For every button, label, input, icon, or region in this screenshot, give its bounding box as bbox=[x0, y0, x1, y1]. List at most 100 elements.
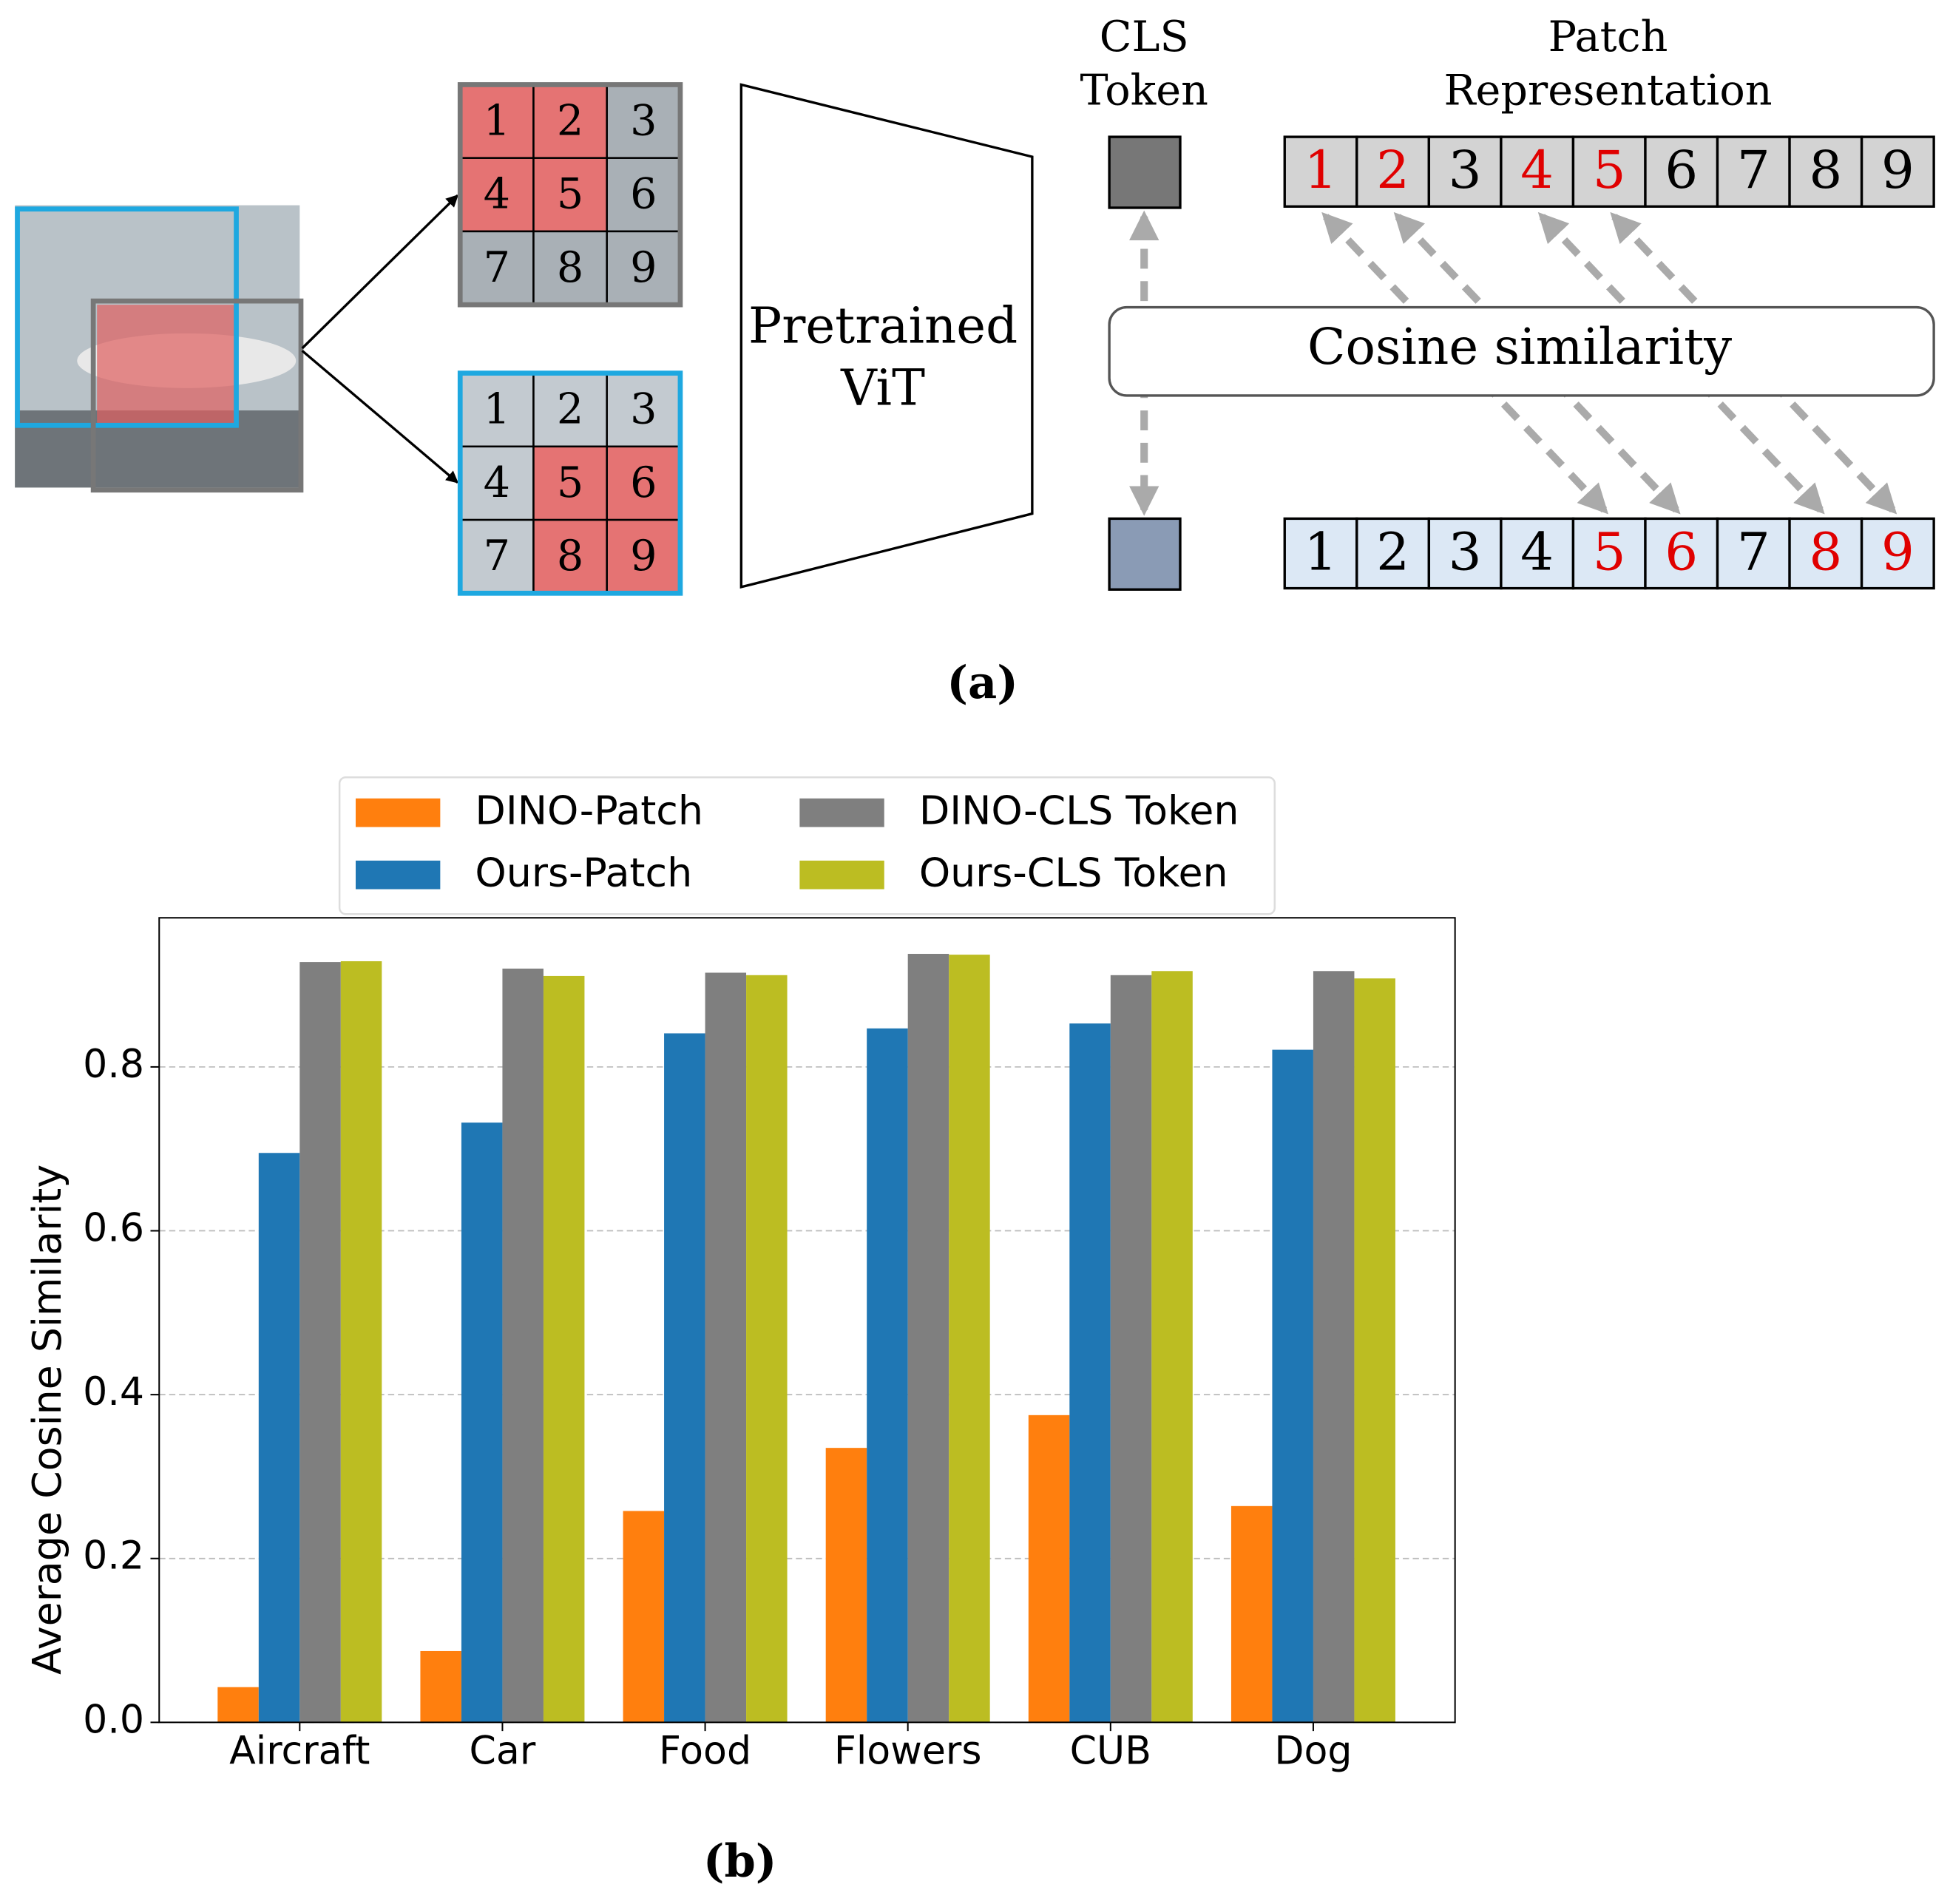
bar bbox=[1028, 1415, 1070, 1723]
cls-label: CLS bbox=[1100, 13, 1189, 61]
patch-cell bbox=[606, 445, 682, 521]
bar bbox=[420, 1650, 461, 1723]
patch-number: 6 bbox=[630, 170, 657, 219]
bar bbox=[664, 1033, 705, 1723]
patch-number: 4 bbox=[484, 170, 510, 219]
patch-grids: 1 2 34 5 67 8 91 2 34 5 67 8 91 2 3 4 5 6 7 8 91 2 3 4 5 6 7 8 9 bbox=[457, 82, 1935, 596]
token-cell bbox=[1355, 517, 1431, 590]
token-cell bbox=[1644, 135, 1719, 208]
patch-number: 9 bbox=[630, 532, 657, 580]
token-cell bbox=[1355, 135, 1431, 208]
x-tick-label: Car bbox=[470, 1729, 536, 1773]
bar bbox=[705, 972, 747, 1723]
patch-number: 3 bbox=[630, 96, 657, 145]
grid-border bbox=[457, 82, 683, 308]
legend-swatch bbox=[799, 860, 884, 890]
bar bbox=[1151, 971, 1193, 1723]
legend-swatch bbox=[355, 798, 441, 827]
patch-number: 8 bbox=[557, 243, 583, 292]
token-number: 1 bbox=[1304, 521, 1338, 582]
patch-number: 7 bbox=[484, 243, 510, 292]
patch-cell bbox=[458, 372, 535, 448]
patch-number: 7 bbox=[484, 532, 510, 580]
similarity-label: Cosine similarity bbox=[1307, 318, 1732, 376]
bar bbox=[461, 1122, 503, 1723]
token-number: 5 bbox=[1593, 521, 1626, 582]
patch-label: Representation bbox=[1443, 66, 1772, 115]
bar bbox=[543, 975, 585, 1723]
token-number: 6 bbox=[1665, 521, 1698, 582]
bar bbox=[217, 1687, 259, 1723]
cls-token bbox=[1108, 517, 1182, 591]
token-number: 2 bbox=[1376, 139, 1409, 200]
bar bbox=[1069, 1023, 1111, 1723]
token-cell bbox=[1716, 135, 1791, 208]
token-cell bbox=[1571, 517, 1647, 590]
token-cell bbox=[1716, 517, 1791, 590]
cls-token bbox=[1108, 135, 1182, 209]
bar bbox=[1354, 978, 1395, 1723]
token-number: 8 bbox=[1809, 139, 1842, 200]
token-cell bbox=[1860, 517, 1935, 590]
token-number: 5 bbox=[1593, 139, 1626, 200]
bar bbox=[907, 954, 949, 1723]
bar bbox=[1313, 971, 1355, 1723]
legend-swatch bbox=[799, 798, 884, 827]
legend-label: Ours-Patch bbox=[475, 850, 692, 896]
cls-label: Token bbox=[1080, 66, 1208, 115]
x-tick-label: CUB bbox=[1070, 1729, 1151, 1773]
y-tick-label: 0.8 bbox=[83, 1043, 144, 1087]
patch-cell bbox=[532, 445, 608, 521]
token-number: 6 bbox=[1665, 139, 1698, 200]
patch-cell bbox=[458, 518, 535, 594]
bar bbox=[1110, 975, 1152, 1723]
token-number: 4 bbox=[1520, 139, 1554, 200]
crop-gray bbox=[90, 298, 304, 493]
patch-number: 8 bbox=[557, 532, 583, 580]
x-tick-label: Flowers bbox=[834, 1729, 982, 1773]
bar bbox=[340, 961, 382, 1723]
token-cell bbox=[1788, 135, 1863, 208]
grid-border bbox=[457, 370, 683, 596]
token-number: 4 bbox=[1520, 521, 1554, 582]
legend-swatch bbox=[355, 860, 441, 890]
bar bbox=[623, 1511, 665, 1723]
token-cell bbox=[1283, 517, 1358, 590]
patch-number: 4 bbox=[484, 458, 510, 507]
plot-frame bbox=[158, 917, 1456, 1724]
token-number: 8 bbox=[1809, 521, 1842, 582]
y-axis-label: Average Cosine Similarity bbox=[24, 1165, 70, 1675]
token-number: 3 bbox=[1449, 521, 1482, 582]
arrow bbox=[301, 350, 459, 484]
crop-blue bbox=[15, 206, 239, 428]
patch-number: 2 bbox=[557, 385, 583, 434]
model-label: Pretrained bbox=[748, 297, 1018, 354]
similarity-box bbox=[1108, 305, 1935, 397]
patch-number: 5 bbox=[557, 170, 583, 219]
bar bbox=[867, 1028, 908, 1723]
bar bbox=[258, 1153, 300, 1723]
arrow bbox=[301, 194, 459, 350]
x-tick-label: Food bbox=[659, 1729, 751, 1773]
caption: (a) bbox=[947, 657, 1018, 709]
x-tick-label: Aircraft bbox=[229, 1729, 370, 1773]
bar bbox=[502, 968, 544, 1723]
model-label: ViT bbox=[840, 359, 925, 416]
patch-number: 5 bbox=[557, 458, 583, 507]
patch-label: Patch bbox=[1548, 13, 1668, 61]
legend-label: DINO-CLS Token bbox=[919, 787, 1239, 834]
token-number: 7 bbox=[1737, 521, 1770, 582]
token-number: 9 bbox=[1881, 521, 1915, 582]
token-cell bbox=[1427, 517, 1503, 590]
legend-box bbox=[338, 776, 1276, 915]
patch-number: 1 bbox=[484, 385, 510, 434]
chart: 0.0 0.2 0.4 0.6 0.8 Aircraft Car Food Flowers CUB… bbox=[24, 776, 1456, 1773]
token-number: 3 bbox=[1449, 139, 1482, 200]
patch-number: 9 bbox=[630, 243, 657, 292]
token-number: 7 bbox=[1737, 139, 1770, 200]
legend-label: Ours-CLS Token bbox=[919, 850, 1228, 896]
token-cell bbox=[1860, 135, 1935, 208]
y-tick-label: 0.0 bbox=[83, 1698, 144, 1742]
y-tick-label: 0.6 bbox=[83, 1207, 144, 1251]
patch-number: 3 bbox=[630, 385, 657, 434]
